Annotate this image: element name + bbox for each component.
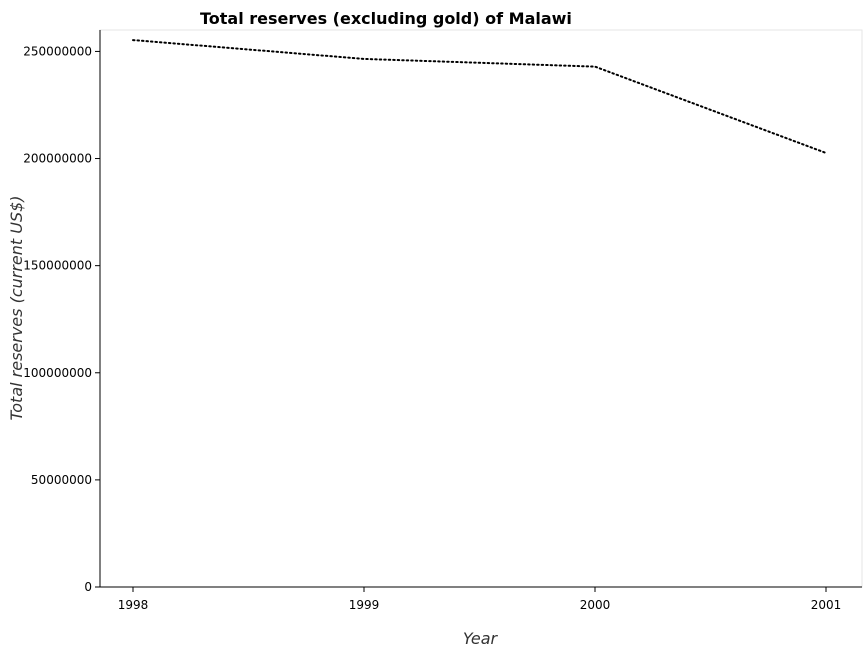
y-tick-label: 100000000	[23, 366, 92, 380]
series-line	[132, 39, 827, 154]
y-ticks: 0 50000000 100000000 150000000 200000000 2500…	[23, 44, 100, 594]
x-tick-label: 1998	[118, 598, 149, 612]
chart-title: Total reserves (excluding gold) of Malaw…	[200, 9, 572, 28]
plot-frame	[99, 29, 863, 588]
y-tick-label: 250000000	[23, 44, 92, 58]
x-tick-label: 1999	[349, 598, 380, 612]
x-tick-label: 2000	[580, 598, 611, 612]
y-axis-label: Total reserves (current US$)	[7, 195, 26, 420]
y-tick-label: 200000000	[23, 152, 92, 166]
series-group	[132, 39, 827, 154]
y-tick-label: 150000000	[23, 259, 92, 273]
y-tick-label: 50000000	[31, 473, 92, 487]
y-tick-label: 0	[84, 580, 92, 594]
x-axis-label: Year	[463, 629, 499, 648]
x-tick-label: 2001	[811, 598, 842, 612]
x-ticks: 1998 1999 2000 2001	[118, 587, 842, 612]
